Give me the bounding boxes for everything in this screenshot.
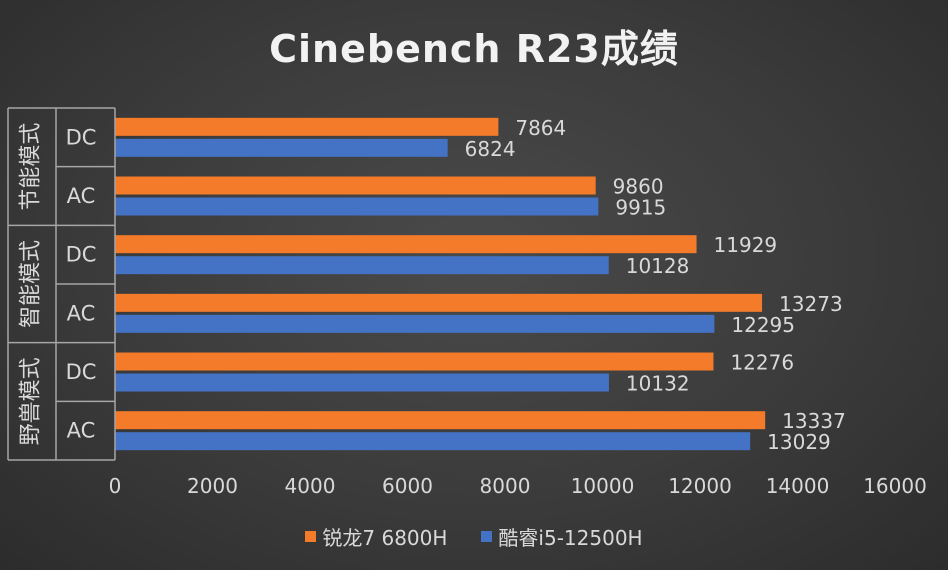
chart-title: Cinebench R23成绩: [269, 27, 679, 71]
x-tick-label: 0: [109, 474, 122, 498]
data-label: 7864: [515, 116, 566, 140]
legend-item-amd: 锐龙7 6800H: [305, 522, 447, 551]
group-label: 野兽模式: [19, 357, 44, 445]
bar-amd: [115, 235, 697, 254]
category-label: DC: [66, 243, 97, 267]
x-tick-label: 14000: [766, 474, 830, 498]
bar-amd: [115, 176, 596, 195]
legend-item-intel: 酷睿i5-12500H: [481, 522, 643, 551]
legend-label-intel: 酷睿i5-12500H: [498, 526, 643, 550]
data-label: 9860: [613, 175, 664, 199]
bar-intel: [115, 432, 751, 451]
x-tick-label: 12000: [668, 474, 732, 498]
x-tick-label: 6000: [382, 474, 433, 498]
bar-intel: [115, 138, 448, 157]
legend-swatch-amd: [305, 531, 317, 542]
legend: 锐龙7 6800H 酷睿i5-12500H: [0, 522, 948, 551]
category-label: AC: [67, 301, 96, 325]
x-tick-label: 4000: [285, 474, 336, 498]
data-label: 10128: [626, 254, 690, 278]
data-label: 9915: [615, 196, 666, 220]
data-label: 10132: [626, 372, 690, 396]
x-tick-label: 8000: [480, 474, 531, 498]
legend-label-amd: 锐龙7 6800H: [322, 526, 448, 550]
data-label: 13029: [767, 430, 831, 454]
x-tick-label: 10000: [571, 474, 635, 498]
bar-amd: [115, 117, 499, 136]
bar-amd: [115, 411, 766, 430]
bar-intel: [115, 256, 609, 275]
category-label: DC: [66, 125, 97, 149]
legend-swatch-intel: [481, 531, 493, 542]
data-label: 13273: [779, 292, 843, 316]
x-tick-label: 16000: [863, 474, 927, 498]
category-label: AC: [67, 419, 96, 443]
data-label: 13337: [782, 409, 846, 433]
data-label: 12295: [731, 313, 795, 337]
bar-amd: [115, 293, 763, 312]
bar-intel: [115, 314, 715, 333]
category-label: AC: [67, 184, 96, 208]
group-label: 智能模式: [19, 240, 44, 328]
x-tick-label: 2000: [187, 474, 238, 498]
bar-intel: [115, 373, 609, 392]
group-label: 节能模式: [19, 123, 44, 211]
data-label: 12276: [730, 351, 794, 375]
bar-intel: [115, 197, 599, 216]
bar-amd: [115, 352, 714, 371]
data-label: 6824: [465, 137, 516, 161]
data-label: 11929: [714, 233, 778, 257]
category-label: DC: [66, 360, 97, 384]
